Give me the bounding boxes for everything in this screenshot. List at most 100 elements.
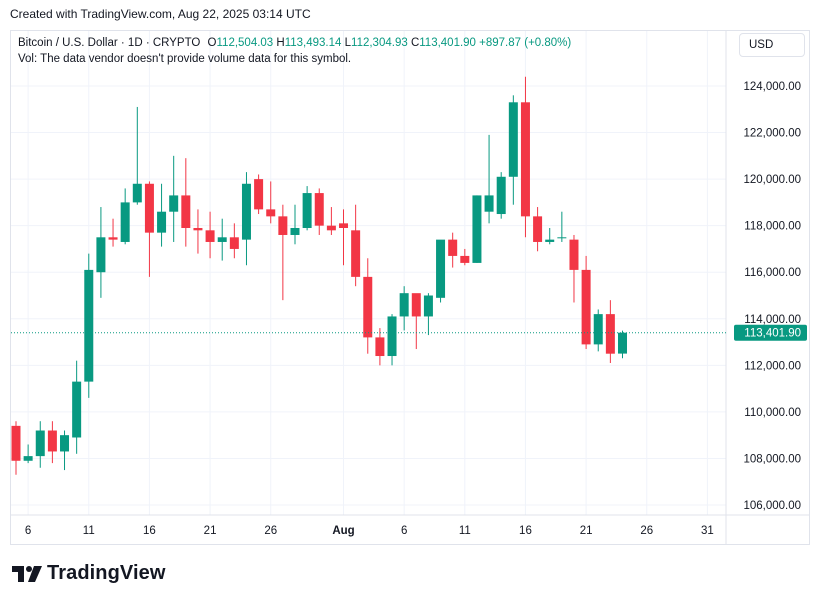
chart-legend: Bitcoin / U.S. Dollar · 1D · CRYPTO O112…	[18, 35, 571, 67]
candle-body	[593, 314, 603, 345]
candle-body	[605, 314, 615, 354]
candle-body	[472, 195, 482, 263]
candle	[132, 106, 142, 205]
candle	[605, 300, 615, 364]
candle	[35, 421, 45, 468]
candle	[23, 444, 33, 464]
candle-body	[533, 216, 543, 242]
candle	[593, 309, 603, 352]
candle	[339, 209, 349, 266]
currency-button[interactable]: USD	[739, 33, 805, 57]
candle-body	[460, 255, 470, 263]
candle-body	[229, 237, 239, 249]
candle	[484, 134, 494, 224]
candle-body	[436, 239, 446, 298]
x-tick-label: 11	[459, 525, 471, 537]
tradingview-logo[interactable]: TradingView	[12, 562, 166, 585]
symbol-title[interactable]: Bitcoin / U.S. Dollar · 1D · CRYPTO	[18, 37, 201, 49]
y-tick-label: 116,000.00	[744, 267, 801, 279]
candle-body	[508, 102, 518, 177]
candle	[302, 186, 312, 231]
candle	[508, 95, 518, 205]
candle-body	[399, 293, 409, 317]
y-tick-label: 106,000.00	[743, 500, 801, 512]
candle-body	[266, 209, 276, 217]
candle	[472, 195, 482, 263]
candle	[545, 227, 555, 245]
y-tick-label: 112,000.00	[744, 360, 801, 372]
candles-layer	[11, 76, 627, 475]
candle	[363, 258, 373, 354]
candle	[96, 207, 106, 298]
y-tick-label: 114,000.00	[744, 314, 801, 326]
candle-body	[217, 237, 227, 242]
chart-frame	[10, 30, 810, 545]
x-tick-label: 6	[401, 525, 407, 537]
last-price-layer: 113,401.90	[11, 324, 807, 341]
candle	[217, 218, 227, 261]
candle	[460, 248, 470, 266]
x-tick-label: 21	[204, 525, 217, 537]
candle-body	[132, 183, 142, 203]
candle-body	[520, 102, 530, 217]
candle-body	[35, 430, 45, 457]
candle-body	[181, 195, 191, 228]
candle	[520, 76, 530, 238]
candle	[411, 293, 421, 350]
candle-body	[375, 337, 385, 357]
candle-body	[254, 179, 264, 210]
candle-body	[120, 202, 130, 242]
candle	[229, 223, 239, 259]
ohlc-row: Bitcoin / U.S. Dollar · 1D · CRYPTO O112…	[18, 35, 571, 51]
x-tick-label: 21	[580, 525, 593, 537]
candle	[618, 330, 627, 359]
candle	[423, 293, 433, 336]
y-tick-label: 118,000.00	[744, 221, 801, 233]
candle	[72, 360, 82, 454]
candle	[120, 188, 130, 245]
candle-body	[157, 211, 167, 233]
x-tick-label: 16	[143, 525, 156, 537]
high-label: H	[276, 37, 285, 49]
candle-body	[47, 430, 57, 452]
candle-body	[387, 316, 397, 357]
candle	[569, 234, 579, 303]
candle-body	[84, 269, 94, 382]
time-axis: 6 11 16 21 26 Aug 6 11 16 21 26 31	[25, 525, 714, 537]
close-value: 113,401.90	[419, 37, 476, 49]
candle	[157, 183, 167, 247]
x-tick-label: 6	[25, 525, 31, 537]
candle-body	[11, 425, 21, 461]
candle	[84, 253, 94, 398]
candle-body	[278, 216, 288, 235]
candle-body	[484, 195, 494, 212]
candle-body	[144, 183, 154, 233]
candle-body	[314, 193, 324, 226]
candle-body	[108, 237, 118, 240]
candle	[11, 421, 21, 475]
close-label: C	[410, 37, 420, 49]
x-tick-label: 11	[83, 525, 95, 537]
candle	[448, 232, 458, 268]
candle-body	[496, 176, 506, 215]
low-label: L	[344, 37, 352, 49]
last-price-label: 113,401.90	[744, 328, 801, 340]
candle-body	[96, 237, 106, 273]
candle-body	[557, 237, 567, 239]
candle-body	[302, 193, 312, 228]
x-tick-label: Aug	[332, 525, 354, 537]
candle-body	[448, 239, 458, 256]
candle-body	[581, 269, 591, 345]
candle	[314, 188, 324, 235]
low-value: 112,304.93	[351, 37, 408, 49]
candle-body	[193, 227, 203, 231]
y-tick-label: 124,000.00	[743, 81, 801, 93]
y-tick-label: 108,000.00	[743, 453, 801, 465]
volume-note: Vol: The data vendor doesn't provide vol…	[18, 53, 352, 65]
y-tick-label: 122,000.00	[743, 128, 801, 140]
candle	[241, 172, 251, 266]
x-tick-label: 16	[519, 525, 532, 537]
candle-body	[363, 276, 373, 338]
candle	[326, 207, 336, 235]
